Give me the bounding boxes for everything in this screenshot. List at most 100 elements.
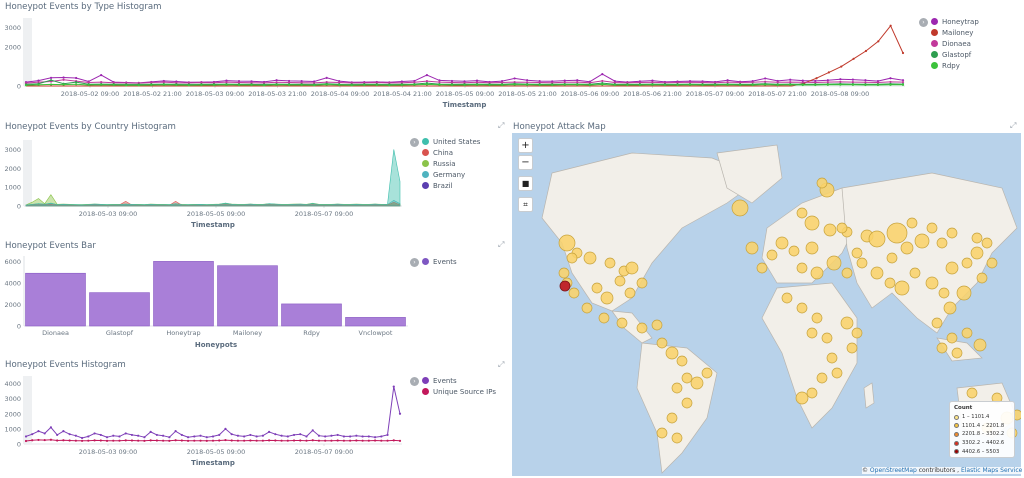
data-point[interactable] xyxy=(300,83,303,87)
data-point[interactable] xyxy=(75,81,78,84)
data-point[interactable] xyxy=(262,84,266,87)
attack-marker[interactable] xyxy=(925,276,939,290)
data-point[interactable] xyxy=(130,439,134,442)
data-point[interactable] xyxy=(526,79,529,82)
data-point[interactable] xyxy=(288,81,291,84)
data-point[interactable] xyxy=(588,81,591,84)
attack-marker[interactable] xyxy=(816,372,828,384)
data-point[interactable] xyxy=(901,81,905,84)
attack-marker[interactable] xyxy=(775,236,789,250)
hist-legend-item[interactable]: Unique Source IPs xyxy=(422,386,496,397)
data-point[interactable] xyxy=(338,81,341,84)
data-point[interactable] xyxy=(876,81,880,84)
data-point[interactable] xyxy=(638,83,642,87)
attack-marker[interactable] xyxy=(656,427,668,439)
data-point[interactable] xyxy=(839,78,842,81)
data-point[interactable] xyxy=(814,79,817,83)
data-point[interactable] xyxy=(225,81,228,84)
elastic-maps-link[interactable]: Elastic Maps Service xyxy=(960,467,1023,474)
data-point[interactable] xyxy=(105,439,109,442)
data-point[interactable] xyxy=(175,83,178,87)
data-point[interactable] xyxy=(651,81,654,84)
data-point[interactable] xyxy=(325,83,328,86)
data-point[interactable] xyxy=(56,439,59,442)
data-point[interactable] xyxy=(137,439,140,442)
attack-marker[interactable] xyxy=(583,251,597,265)
expand-icon[interactable]: ⤢ xyxy=(498,240,505,249)
attack-marker[interactable] xyxy=(851,327,863,339)
data-point[interactable] xyxy=(56,433,59,437)
data-point[interactable] xyxy=(149,430,152,434)
data-point[interactable] xyxy=(626,81,629,84)
data-point[interactable] xyxy=(311,439,314,442)
data-point[interactable] xyxy=(551,83,554,87)
attack-marker[interactable] xyxy=(666,412,678,424)
data-point[interactable] xyxy=(349,439,352,442)
data-point[interactable] xyxy=(814,83,817,87)
data-point[interactable] xyxy=(137,84,140,87)
data-point[interactable] xyxy=(324,435,327,438)
data-point[interactable] xyxy=(739,83,742,87)
data-point[interactable] xyxy=(100,83,103,86)
series-line-mailoney[interactable] xyxy=(26,24,904,87)
data-point[interactable] xyxy=(180,433,183,437)
bar-rdpy[interactable] xyxy=(281,303,342,327)
data-point[interactable] xyxy=(839,83,842,86)
data-point[interactable] xyxy=(367,435,370,438)
country-legend-item[interactable]: Germany xyxy=(422,169,480,180)
attack-marker[interactable] xyxy=(806,387,818,399)
attack-marker[interactable] xyxy=(936,342,948,354)
attack-marker[interactable] xyxy=(821,332,833,344)
data-point[interactable] xyxy=(563,83,566,86)
data-point[interactable] xyxy=(81,436,84,440)
attack-marker[interactable] xyxy=(558,267,570,279)
data-point[interactable] xyxy=(305,439,308,442)
data-point[interactable] xyxy=(230,433,233,436)
data-point[interactable] xyxy=(701,83,704,87)
expand-icon[interactable]: ⤢ xyxy=(498,121,505,130)
data-point[interactable] xyxy=(626,83,629,87)
data-point[interactable] xyxy=(212,83,216,87)
attack-marker[interactable] xyxy=(846,342,858,354)
data-point[interactable] xyxy=(262,81,266,84)
attack-marker[interactable] xyxy=(894,280,910,296)
data-point[interactable] xyxy=(901,79,905,82)
data-point[interactable] xyxy=(801,81,804,84)
attack-marker[interactable] xyxy=(701,367,713,379)
attack-marker[interactable] xyxy=(651,319,663,331)
data-point[interactable] xyxy=(425,80,429,83)
data-point[interactable] xyxy=(243,439,246,442)
data-point[interactable] xyxy=(450,79,454,83)
data-point[interactable] xyxy=(292,439,296,442)
data-point[interactable] xyxy=(764,83,767,86)
data-point[interactable] xyxy=(392,439,395,442)
attack-marker-high[interactable] xyxy=(559,280,571,292)
attack-marker[interactable] xyxy=(986,257,998,269)
data-point[interactable] xyxy=(475,83,479,86)
data-point[interactable] xyxy=(330,439,333,442)
data-point[interactable] xyxy=(864,49,868,53)
data-point[interactable] xyxy=(286,435,289,438)
data-point[interactable] xyxy=(218,439,221,442)
data-point[interactable] xyxy=(398,412,402,415)
data-point[interactable] xyxy=(274,439,277,442)
data-point[interactable] xyxy=(864,83,867,87)
attack-marker[interactable] xyxy=(681,397,693,409)
data-point[interactable] xyxy=(363,83,366,87)
data-point[interactable] xyxy=(174,439,177,442)
legend-toggle-icon[interactable]: › xyxy=(410,138,419,147)
data-point[interactable] xyxy=(363,81,366,84)
data-point[interactable] xyxy=(87,439,90,442)
data-point[interactable] xyxy=(701,81,704,84)
attack-marker[interactable] xyxy=(636,322,648,334)
country-legend-item[interactable]: China xyxy=(422,147,480,158)
attack-marker[interactable] xyxy=(931,317,943,329)
attack-marker[interactable] xyxy=(970,246,984,260)
expand-icon[interactable]: ⤢ xyxy=(498,360,505,369)
data-point[interactable] xyxy=(601,83,604,86)
data-point[interactable] xyxy=(193,439,196,442)
data-point[interactable] xyxy=(187,84,190,87)
type-legend-item[interactable]: Honeytrap xyxy=(931,16,979,27)
data-point[interactable] xyxy=(193,435,196,438)
data-point[interactable] xyxy=(588,83,591,87)
